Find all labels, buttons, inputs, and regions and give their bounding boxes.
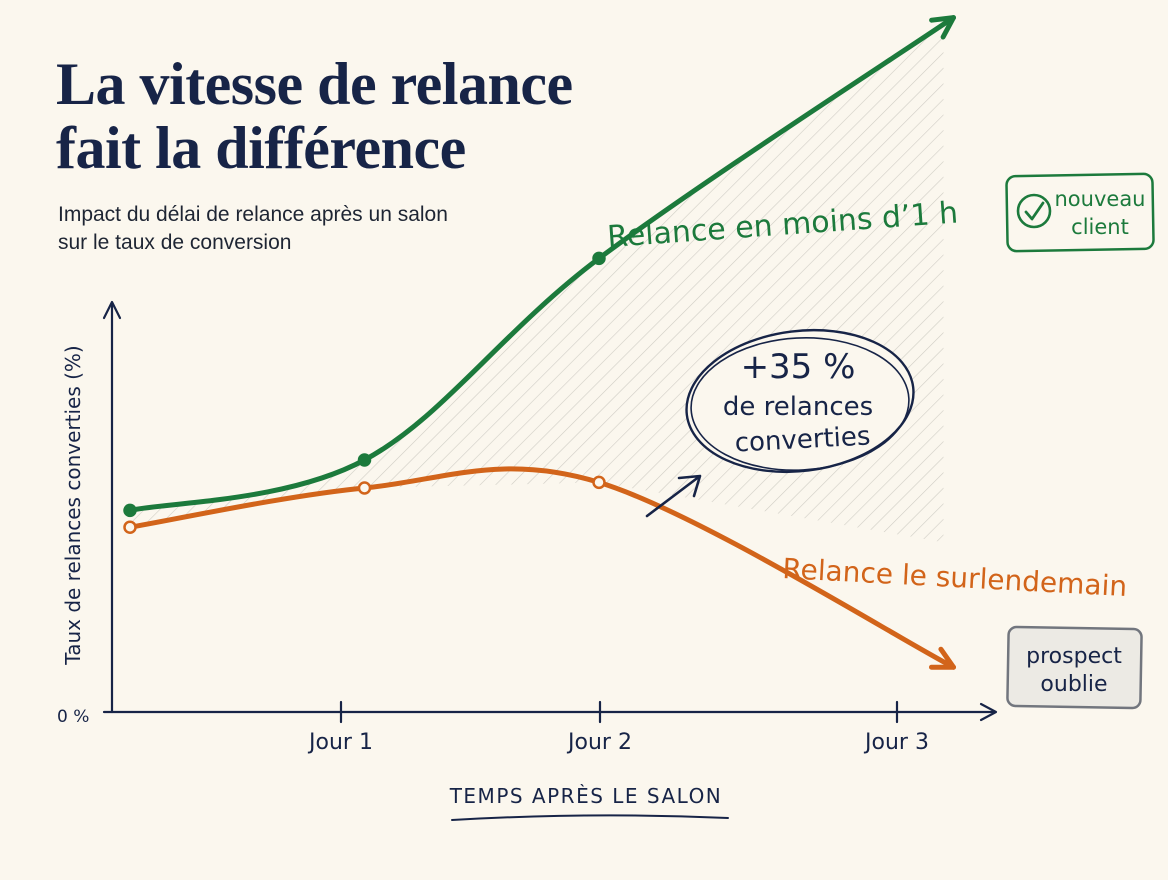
x-ticks: Jour 1 Jour 2 Jour 3 (307, 700, 929, 755)
y-axis-zero-label: 0 % (57, 707, 89, 727)
checkmark-icon (1024, 201, 1045, 221)
series-slow-point (592, 475, 606, 490)
title-line-1: La vitesse de relance (56, 51, 573, 117)
forgotten-prospect-badge-text: prospect oublie (1026, 644, 1122, 697)
series-fast-point (592, 251, 606, 266)
y-axis-label: Taux de relances converties (%) (61, 345, 85, 665)
series-fast-line (127, 15, 956, 513)
page-title: La vitesse de relance fait la différence (56, 52, 573, 180)
series-markers (123, 251, 606, 534)
gain-annotation: +35 % de relances converties (645, 328, 915, 518)
subtitle-line-1: Impact du délai de relance après un salo… (58, 203, 448, 226)
gain-annotation-value: +35 % (741, 347, 856, 387)
series-slow-point (123, 520, 137, 534)
series-fast-arrowhead (929, 15, 956, 40)
series-fast-point (123, 503, 137, 518)
x-tick-label: Jour 2 (566, 730, 632, 755)
check-circle-icon (1016, 193, 1052, 229)
x-tick-label: Jour 3 (863, 730, 929, 755)
y-axis (102, 300, 122, 714)
title-line-2: fait la différence (56, 115, 466, 181)
chart-subtitle: Impact du délai de relance après un salo… (58, 201, 448, 257)
x-tick-label: Jour 1 (307, 730, 373, 755)
series-slow-arrowhead (929, 646, 956, 670)
series-slow-label: Relance le surlendemain (782, 552, 1128, 603)
x-axis-label-underline (451, 814, 729, 821)
series-slow-point (357, 481, 372, 495)
x-axis-label: TEMPS APRÈS LE SALON (449, 784, 723, 808)
gain-annotation-arrow (645, 474, 702, 518)
series-fast-point (357, 453, 372, 467)
new-client-badge: nouveau client (1005, 172, 1155, 253)
gain-annotation-line-2: de relances (723, 392, 873, 422)
x-axis (102, 702, 998, 722)
forgotten-prospect-badge: prospect oublie (1006, 625, 1143, 710)
new-client-badge-text: nouveau client (1055, 187, 1146, 239)
subtitle-line-2: sur le taux de conversion (58, 231, 292, 254)
gain-annotation-line-3: converties (734, 421, 871, 458)
series-slow-line (127, 466, 956, 670)
